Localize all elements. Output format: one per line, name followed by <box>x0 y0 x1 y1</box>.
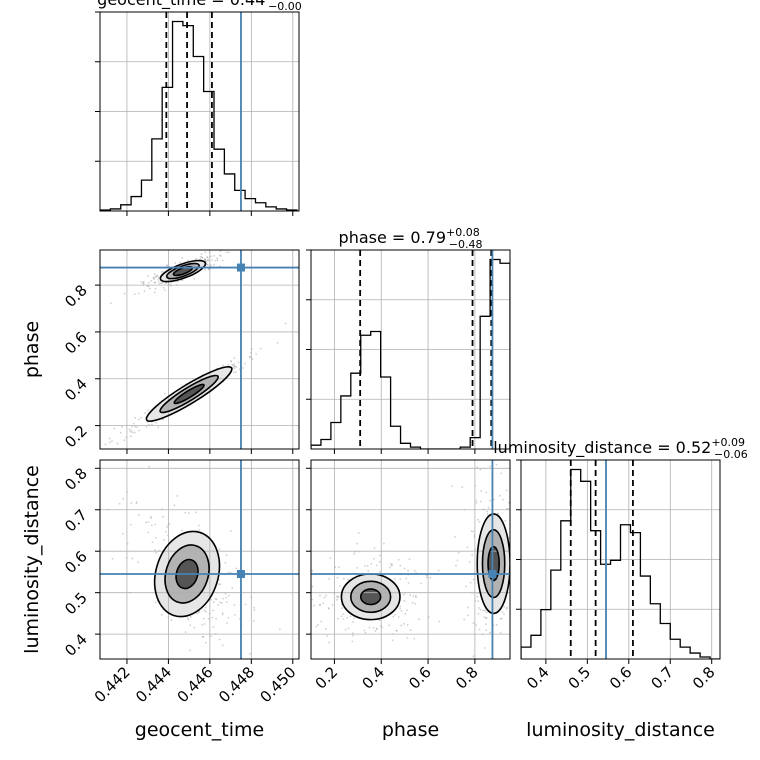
panel-1-0-frame <box>99 249 300 450</box>
contour-1-0-0-0 <box>159 259 207 283</box>
x-tick-label-luminosity_distance-1: 0.5 <box>565 663 595 693</box>
x-tick-label-luminosity_distance-3: 0.7 <box>647 663 677 693</box>
x-tick-label-geocent_time-1: 0.444 <box>132 663 175 706</box>
y-axis-label-phase: phase <box>21 321 43 378</box>
truth-point-1-0 <box>236 263 245 272</box>
x-tick-label-geocent_time-4: 0.450 <box>257 663 300 706</box>
x-tick-label-phase-0: 0.2 <box>312 663 342 693</box>
histogram-phase <box>311 258 510 449</box>
x-axis-label-phase: phase <box>382 719 439 741</box>
y-tick-label-phase-2: 0.6 <box>61 328 91 358</box>
x-tick-label-geocent_time-2: 0.446 <box>174 663 217 706</box>
contour-1-0-0-1 <box>165 262 200 280</box>
x-tick-label-phase-1: 0.4 <box>358 663 388 693</box>
marks-layer <box>100 12 720 659</box>
y-tick-label-luminosity_distance-4: 0.8 <box>61 464 91 494</box>
contour-2-1-0-1 <box>350 580 392 614</box>
y-tick-label-luminosity_distance-2: 0.6 <box>61 547 91 577</box>
histogram-geocent_time <box>100 20 298 211</box>
x-tick-label-luminosity_distance-0: 0.4 <box>523 663 553 693</box>
contour-2-0-0-0 <box>153 530 221 618</box>
y-tick-label-luminosity_distance-3: 0.7 <box>61 506 91 536</box>
x-tick-label-luminosity_distance-4: 0.8 <box>689 663 719 693</box>
contour-1-0-1-2 <box>173 383 205 405</box>
histogram-luminosity_distance <box>521 468 720 659</box>
contour-2-0-0-1 <box>164 544 210 604</box>
x-tick-label-phase-2: 0.6 <box>405 663 435 693</box>
contour-1-0-1-1 <box>159 374 219 414</box>
x-axis-label-luminosity_distance: luminosity_distance <box>526 719 715 741</box>
panel-2-0-frame <box>99 459 300 660</box>
x-tick-label-phase-3: 0.8 <box>452 663 482 693</box>
contour-2-1-1-1 <box>481 529 506 599</box>
truth-point-2-0 <box>236 570 245 579</box>
x-axis-label-geocent_time: geocent_time <box>135 719 264 741</box>
y-tick-label-phase-3: 0.8 <box>61 281 91 311</box>
frames-layer <box>95 11 721 664</box>
y-tick-label-phase-0: 0.2 <box>61 422 91 452</box>
panel-title-luminosity_distance: luminosity_distance = 0.52+0.09 −0.06 <box>493 436 748 461</box>
x-tick-label-geocent_time-3: 0.448 <box>215 663 258 706</box>
panel-title-phase: phase = 0.79+0.08 −0.48 <box>339 226 483 251</box>
y-tick-label-luminosity_distance-0: 0.4 <box>61 630 91 660</box>
panel-title-geocent_time: geocent_time = 0.44+0.00−0.00 <box>97 0 302 13</box>
y-tick-label-luminosity_distance-1: 0.5 <box>61 589 91 619</box>
contour-2-1-0-2 <box>359 588 382 606</box>
y-axis-label-luminosity_distance: luminosity_distance <box>21 465 43 654</box>
y-tick-label-phase-1: 0.4 <box>61 375 91 405</box>
truth-point-2-1 <box>488 570 497 579</box>
panel-2-1-frame <box>310 459 511 660</box>
contour-2-1-1-2 <box>487 545 500 582</box>
contour-2-0-0-2 <box>175 558 199 590</box>
x-tick-label-luminosity_distance-2: 0.6 <box>606 663 636 693</box>
contour-1-0-1-0 <box>145 365 233 422</box>
x-tick-label-geocent_time-0: 0.442 <box>91 663 134 706</box>
density-layer <box>104 250 510 658</box>
